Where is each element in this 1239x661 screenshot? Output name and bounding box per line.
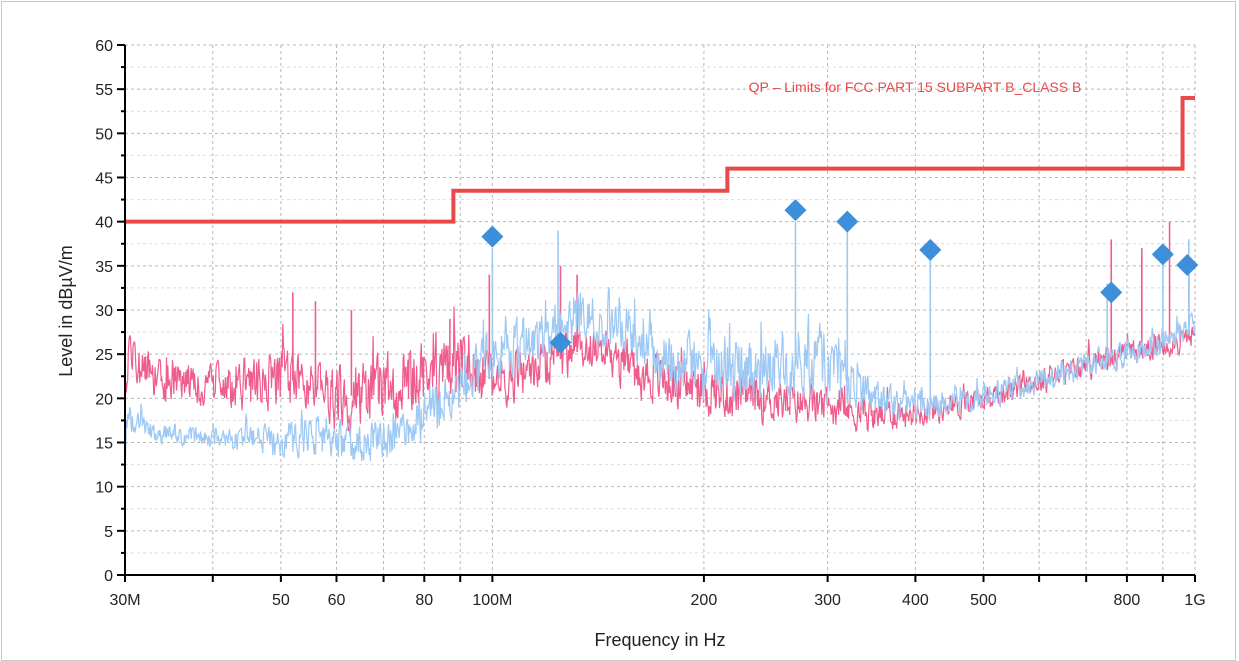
y-tick-label: 50 <box>95 126 113 143</box>
x-tick-label: 800 <box>1114 592 1141 609</box>
y-axis-title: Level in dBµV/m <box>56 245 76 376</box>
axes: 0 5 10 15 20 25 30 35 40 45 50 55 60 30M 50 60 80 100M 200… <box>95 38 1205 609</box>
x-axis-title: Frequency in Hz <box>594 630 725 650</box>
marker-point <box>784 199 807 222</box>
y-tick-label: 35 <box>95 259 113 276</box>
marker-point <box>481 225 504 248</box>
marker-point <box>836 210 859 233</box>
y-tick-label: 5 <box>104 524 113 541</box>
y-tick-label: 25 <box>95 347 113 364</box>
x-tick-label: 100M <box>472 592 512 609</box>
series-1-trace <box>124 287 1196 479</box>
grid <box>125 44 1196 575</box>
series-0-trace <box>124 306 1196 437</box>
marker-point <box>1176 253 1199 276</box>
x-tick-label: 60 <box>328 592 346 609</box>
y-tick-label: 40 <box>95 215 113 232</box>
marker-point <box>1100 281 1123 304</box>
x-tick-label: 50 <box>272 592 290 609</box>
x-tick-label: 300 <box>814 592 841 609</box>
limit-label: QP – Limits for FCC PART 15 SUBPART B_CL… <box>749 79 1082 95</box>
x-tick-label: 1G <box>1184 592 1205 609</box>
marker-layer <box>481 199 1199 354</box>
y-tick-label: 10 <box>95 480 113 497</box>
y-tick-label: 30 <box>95 303 113 320</box>
y-tick-label: 60 <box>95 38 113 55</box>
x-tick-label: 400 <box>902 592 929 609</box>
y-tick-label: 55 <box>95 82 113 99</box>
marker-point <box>549 331 572 354</box>
y-tick-label: 15 <box>95 436 113 453</box>
x-tick-label: 80 <box>415 592 433 609</box>
x-tick-label: 200 <box>691 592 718 609</box>
series-layer <box>124 221 1196 479</box>
x-tick-label: 30M <box>109 592 140 609</box>
marker-point <box>1151 243 1174 266</box>
y-tick-label: 20 <box>95 391 113 408</box>
x-tick-label: 500 <box>970 592 997 609</box>
limit-line <box>125 96 1195 224</box>
limit-layer <box>125 96 1195 224</box>
marker-point <box>919 238 942 261</box>
y-tick-label: 0 <box>104 568 113 585</box>
y-tick-label: 45 <box>95 171 113 188</box>
